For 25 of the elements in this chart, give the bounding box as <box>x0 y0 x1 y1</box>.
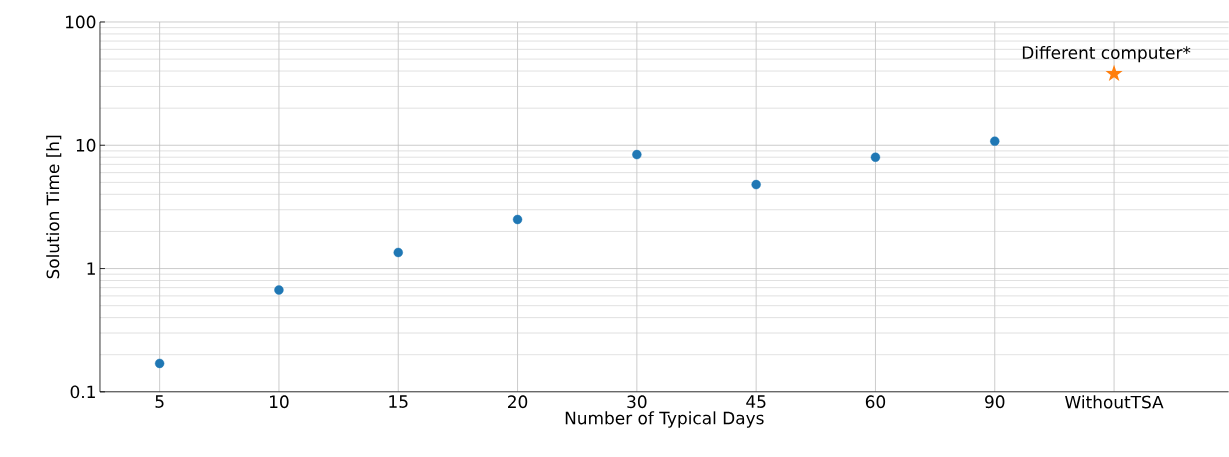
x-tick-label: 45 <box>746 395 766 409</box>
point <box>512 214 523 225</box>
x-tick-label: 15 <box>389 395 408 409</box>
x-tick-label: 5 <box>155 395 164 409</box>
y-tick-label: 100 <box>66 15 96 29</box>
point <box>393 247 403 258</box>
point <box>1105 64 1123 82</box>
x-tick-label: 90 <box>985 395 1005 409</box>
point <box>870 152 881 162</box>
x-tick-label: 60 <box>865 395 886 409</box>
x-tick-label: 10 <box>270 395 289 409</box>
y-tick-label: 1 <box>87 262 95 275</box>
x-axis-title: Number of Typical Days <box>565 411 764 428</box>
y-axis-title: Solution Time [h] <box>46 135 62 279</box>
point <box>154 358 165 369</box>
y-tick-label: 10 <box>76 138 96 152</box>
x-tick-label: 30 <box>627 395 647 409</box>
point <box>632 150 642 160</box>
point <box>274 285 284 295</box>
x-tick-label: WithoutTSA <box>1065 395 1164 409</box>
x-tick-label: 20 <box>508 395 528 409</box>
y-tick-label: 0.1 <box>70 385 95 399</box>
point <box>751 179 761 190</box>
point <box>990 136 1000 146</box>
annotation: Different computer* <box>1022 46 1191 63</box>
